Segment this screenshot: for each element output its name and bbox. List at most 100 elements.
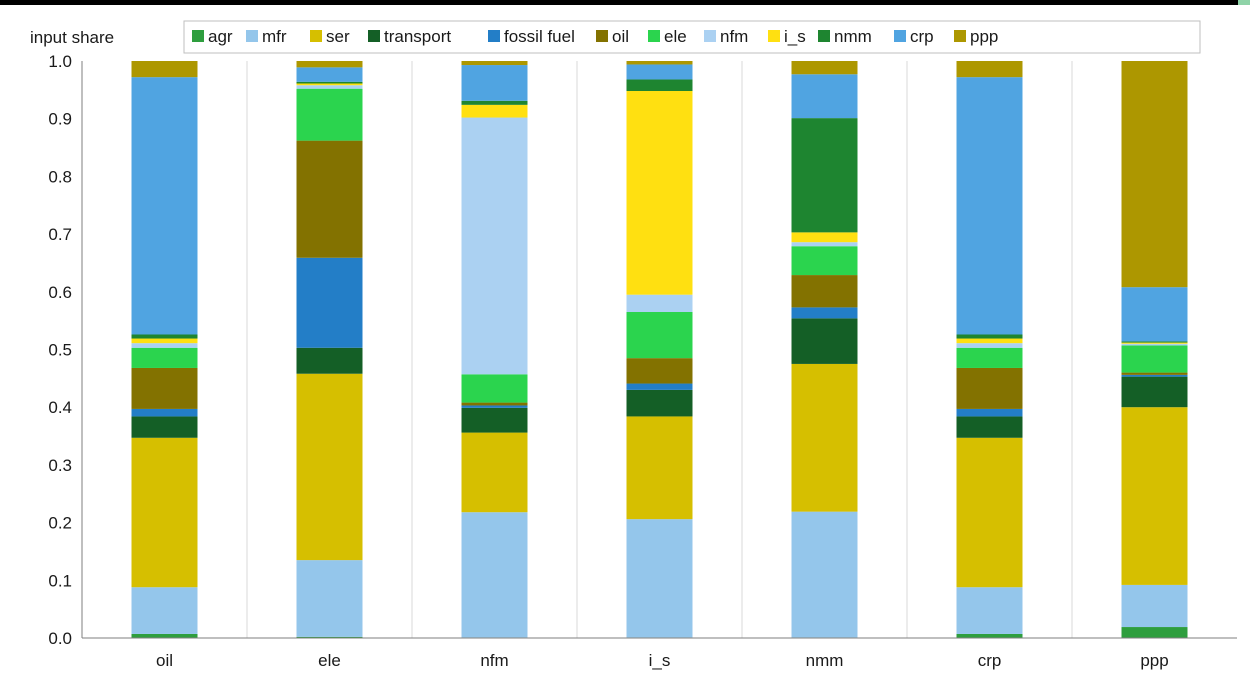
legend-label: nmm [834,27,872,46]
bar-segment [296,67,363,82]
legend-label: agr [208,27,233,46]
legend-swatch [768,30,780,42]
bar-segment [626,416,693,520]
bar-segment [626,383,693,390]
bar-segment [296,636,363,638]
legend-label: nfm [720,27,748,46]
bar-segment [131,367,198,409]
bar-segment [296,61,363,68]
bar-segment [296,140,363,258]
legend-label: ser [326,27,350,46]
bar-segment [1121,287,1188,342]
bar-segment [1121,345,1188,373]
bar-segment [626,389,693,417]
bar-segment [1121,61,1188,288]
bar-segment [626,61,693,65]
bar-segment [1121,627,1188,638]
bar-segment [1121,372,1188,375]
bar-segment [1121,343,1188,346]
y-tick-label: 0.8 [48,167,72,186]
bar-segment [296,83,363,86]
bar-segment [131,334,198,339]
legend-swatch [310,30,322,42]
legend-label: ele [664,27,687,46]
bar-segment [791,74,858,119]
bar-segment [461,117,528,375]
bar-segment [461,374,528,403]
bar-segment [956,338,1023,344]
y-tick-label: 0.7 [48,225,72,244]
bar-segment [956,61,1023,78]
bar-segment [296,257,363,348]
legend-swatch [704,30,716,42]
legend-swatch [488,30,500,42]
bar-segment [791,511,858,638]
bar-segment [956,437,1023,588]
legend-label: transport [384,27,451,46]
x-tick-label: nfm [480,651,508,670]
bar-segment [956,587,1023,634]
bar-segment [131,416,198,438]
bar-segment [131,408,198,417]
legend-swatch [596,30,608,42]
bar-segment [461,61,528,66]
legend-label: mfr [262,27,287,46]
bar-segment [1121,374,1188,377]
y-tick-label: 0.1 [48,571,72,590]
x-tick-label: nmm [806,651,844,670]
x-tick-label: ele [318,651,341,670]
y-axis: 0.0 0.1 0.2 0.3 0.4 0.5 0.6 0.7 0.8 0.9 1.0 [48,52,83,648]
bar-segment [626,294,693,312]
bar-segment [461,432,528,513]
bar-segment [791,363,858,512]
legend-label: ppp [970,27,998,46]
bar-segment [296,560,363,637]
bar-segment [956,77,1023,335]
bar-segment [461,402,528,406]
bar-segment [131,343,198,348]
bar-segment [626,91,693,295]
bar-segment [131,61,198,78]
bar-segment [791,61,858,75]
x-tick-label: oil [156,651,173,670]
bar-segment [1121,407,1188,585]
y-tick-label: 0.5 [48,341,72,360]
bar-segment [956,334,1023,339]
bar-segment [791,242,858,247]
category-gridlines [246,61,1073,638]
bar-segment [791,275,858,308]
y-tick-label: 1.0 [48,52,72,71]
top-border-accent [1238,0,1250,5]
y-axis-label: input share [30,28,114,47]
legend-swatch [954,30,966,42]
bar-segment [791,118,858,233]
bar-segment [956,416,1023,438]
bar-segment [956,633,1023,638]
bar-segment [461,65,528,101]
bar-segment [296,347,363,374]
bar-segment [626,79,693,92]
y-tick-label: 0.6 [48,283,72,302]
bar-segment [1121,376,1188,408]
y-tick-label: 0.0 [48,629,72,648]
legend-items: agr mfr ser transport fossil fuel oil ele nfm i_… [192,27,998,46]
legend [183,20,1201,54]
bar-segment [461,405,528,408]
bar-segment [131,338,198,344]
legend-swatch [246,30,258,42]
top-border-rule [0,0,1250,5]
bar-segment [131,437,198,588]
x-tick-label: crp [978,651,1002,670]
bar-segment [461,100,528,105]
legend-label: crp [910,27,934,46]
legend-label: fossil fuel [504,27,575,46]
bar-segment [956,343,1023,348]
bar-segment [956,408,1023,417]
bar-segment [791,318,858,364]
y-tick-label: 0.9 [48,110,72,129]
y-tick-label: 0.4 [48,398,72,417]
bar-segment [461,104,528,118]
legend-label: i_s [784,27,806,46]
bar-segment [461,407,528,433]
bar-segment [791,246,858,276]
